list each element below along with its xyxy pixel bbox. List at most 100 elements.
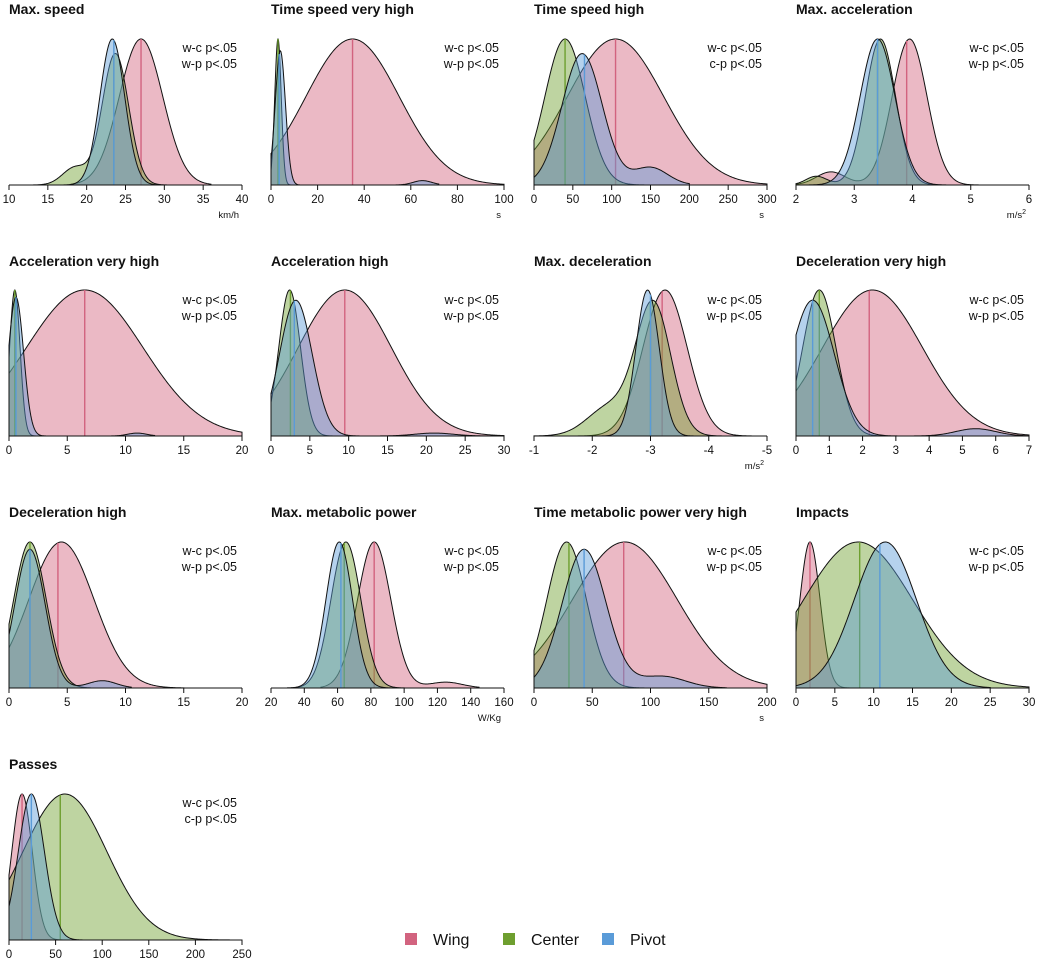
x-tick-label: 0 (6, 445, 12, 457)
panel-title: Deceleration very high (796, 253, 946, 269)
legend-swatch-center (503, 933, 515, 945)
x-tick-label: 80 (364, 697, 377, 709)
stats-annotation: w-c p<.05 (181, 293, 237, 307)
stats-annotation: w-p p<.05 (706, 560, 762, 574)
x-tick-label: 10 (867, 697, 880, 709)
x-tick-label: 15 (381, 445, 394, 457)
x-tick-label: 15 (41, 194, 54, 206)
density-wing (795, 289, 1030, 437)
density-wing (320, 541, 480, 689)
x-tick-label: 0 (268, 445, 274, 457)
panel-time-speed-high: Time speed high w-c p<.05 c-p p<.05 0 50 100 1… (531, 1, 777, 221)
density-pivot (795, 541, 991, 689)
x-tick-label: 200 (680, 194, 699, 206)
x-tick-label: 20 (80, 194, 93, 206)
x-tick-label: 0 (268, 194, 274, 206)
panel-deceleration-high: Deceleration high w-c p<.05 w-p p<.05 0 5 10 1… (6, 504, 249, 709)
stats-annotation: w-c p<.05 (443, 544, 499, 558)
density-center (795, 541, 1030, 689)
x-tick-label: 40 (298, 697, 311, 709)
panel-title: Impacts (796, 504, 849, 520)
stats-annotation: w-c p<.05 (443, 41, 499, 55)
stats-annotation: w-c p<.05 (443, 293, 499, 307)
density-pivot (533, 548, 727, 689)
panel-impacts: Impacts w-c p<.05 w-p p<.05 0 5 10 15 20 25 30 (793, 504, 1036, 709)
density-center (287, 541, 405, 689)
x-tick-label: 0 (793, 445, 799, 457)
x-tick-label: -1 (529, 445, 539, 457)
panel-title: Max. metabolic power (271, 504, 417, 520)
x-tick-label: 20 (420, 445, 433, 457)
panel-acceleration-high: Acceleration high w-c p<.05 w-p p<.05 0 5 10 1… (268, 253, 511, 457)
x-tick-label: 7 (1026, 445, 1032, 457)
density-wing (533, 541, 768, 689)
stats-annotation: w-p p<.05 (181, 309, 237, 323)
x-tick-label: 6 (993, 445, 999, 457)
x-tick-label: 10 (3, 194, 16, 206)
x-tick-label: 100 (641, 697, 660, 709)
x-tick-label: 30 (498, 445, 511, 457)
x-tick-label: 50 (49, 949, 62, 961)
legend-swatch-wing (405, 933, 417, 945)
panel-max-metabolic-power: Max. metabolic power w-c p<.05 w-p p<.05 20… (265, 504, 514, 724)
x-tick-label: 100 (93, 949, 112, 961)
x-tick-label: 250 (719, 194, 738, 206)
x-tick-label: 0 (531, 697, 537, 709)
x-tick-label: 25 (459, 445, 472, 457)
x-tick-label: 20 (265, 697, 278, 709)
x-unit-superscript: 2 (760, 460, 764, 467)
x-tick-label: 150 (641, 194, 660, 206)
stats-annotation: w-c p<.05 (706, 293, 762, 307)
stats-annotation: w-c p<.05 (181, 796, 237, 810)
panel-deceleration-very-high: Deceleration very high w-c p<.05 w-p p<.05… (793, 253, 1032, 457)
x-tick-label: 5 (307, 445, 313, 457)
x-tick-label: 5 (64, 697, 70, 709)
x-tick-label: 35 (197, 194, 210, 206)
stats-annotation: w-p p<.05 (443, 57, 499, 71)
x-tick-label: 0 (793, 697, 799, 709)
panel-title: Max. deceleration (534, 253, 652, 269)
x-tick-label: 150 (699, 697, 718, 709)
panel-acceleration-very-high: Acceleration very high w-c p<.05 w-p p<.05… (6, 253, 249, 457)
x-tick-label: 15 (906, 697, 919, 709)
panel-title: Passes (9, 756, 57, 772)
stats-annotation: w-p p<.05 (706, 309, 762, 323)
stats-annotation: w-p p<.05 (443, 560, 499, 574)
panel-title: Acceleration high (271, 253, 388, 269)
stats-annotation: w-p p<.05 (443, 309, 499, 323)
panel-title: Time speed very high (271, 1, 414, 17)
panel-title: Acceleration very high (9, 253, 159, 269)
stats-annotation: w-c p<.05 (706, 41, 762, 55)
x-tick-label: 250 (232, 949, 251, 961)
panel-title: Max. acceleration (796, 1, 913, 17)
stats-annotation: c-p p<.05 (185, 812, 238, 826)
x-tick-label: 10 (119, 697, 132, 709)
x-tick-label: 160 (494, 697, 513, 709)
x-tick-label: 30 (1023, 697, 1036, 709)
stats-annotation: w-p p<.05 (968, 57, 1024, 71)
density-pivot (8, 548, 132, 689)
x-unit-superscript: 2 (1022, 209, 1026, 216)
stats-annotation: w-p p<.05 (968, 309, 1024, 323)
x-tick-label: 4 (926, 445, 933, 457)
legend: Wing Center Pivot (405, 932, 666, 949)
x-tick-label: 20 (945, 697, 958, 709)
x-tick-label: 60 (404, 194, 417, 206)
x-tick-label: 25 (984, 697, 997, 709)
x-tick-label: 10 (119, 445, 132, 457)
density-pivot (533, 53, 690, 186)
panel-time-metabolic-power-very-high: Time metabolic power very high w-c p<.05 w… (531, 504, 777, 724)
x-tick-label: 300 (757, 194, 776, 206)
panel-passes: Passes w-c p<.05 c-p p<.05 0 50 100 150 200 250 (6, 756, 252, 961)
panel-time-speed-very-high: Time speed very high w-c p<.05 w-p p<.05 0 2… (268, 1, 514, 221)
x-tick-label: 100 (602, 194, 621, 206)
panel-title: Max. speed (9, 1, 84, 17)
x-unit-label: s (759, 713, 764, 724)
panel-max-deceleration: Max. deceleration w-c p<.05 w-p p<.05 -1 -2 -… (529, 253, 772, 472)
panel-max-acceleration: Max. acceleration w-c p<.05 w-p p<.05 2 3 4 5 6… (793, 1, 1032, 221)
x-tick-label: 140 (461, 697, 480, 709)
x-tick-label: 150 (139, 949, 158, 961)
density-wing (8, 541, 185, 689)
x-tick-label: -2 (587, 445, 597, 457)
